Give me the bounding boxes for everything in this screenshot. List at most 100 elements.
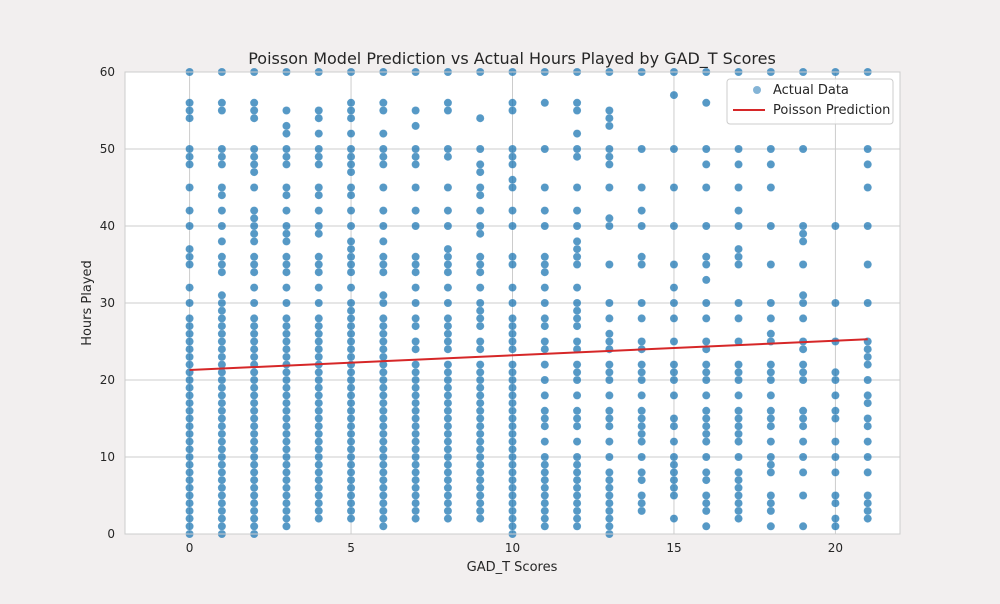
data-point [702, 144, 711, 154]
data-point-overlap [540, 499, 549, 508]
data-point [766, 298, 776, 308]
data-point-overlap [799, 299, 808, 307]
data-point-overlap [540, 222, 549, 230]
data-point [282, 121, 291, 131]
data-point [637, 360, 646, 369]
data-point-overlap [347, 322, 356, 331]
data-point [863, 468, 872, 477]
data-point [217, 98, 227, 108]
data-point-overlap [314, 129, 323, 138]
data-point-overlap [831, 222, 840, 230]
data-point-overlap [702, 506, 711, 515]
data-point-overlap [411, 299, 420, 307]
data-point [282, 283, 291, 292]
data-point-overlap [282, 399, 291, 408]
data-point-overlap [411, 160, 420, 169]
data-point-overlap [734, 145, 743, 153]
data-point-overlap [734, 206, 743, 215]
data-point-overlap [637, 360, 646, 369]
data-point-overlap [540, 491, 549, 500]
data-point-overlap [185, 106, 194, 115]
data-point [766, 406, 776, 415]
data-point [572, 183, 582, 192]
data-point-overlap [573, 206, 582, 215]
data-point-overlap [573, 406, 582, 415]
data-point [831, 468, 840, 477]
data-point-overlap [282, 429, 291, 438]
data-point [185, 98, 194, 108]
data-point-overlap [702, 422, 711, 431]
data-point [185, 144, 194, 154]
data-point-overlap [476, 399, 485, 408]
data-point [637, 491, 646, 500]
data-point-overlap [411, 368, 420, 377]
data-point-overlap [185, 453, 194, 461]
data-point-overlap [669, 337, 678, 346]
data-point-overlap [508, 414, 517, 423]
data-point-overlap [476, 453, 485, 461]
data-point-overlap [185, 245, 194, 254]
data-point-overlap [831, 437, 840, 446]
data-point-overlap [347, 145, 356, 153]
data-point-overlap [734, 499, 743, 508]
data-point-overlap [443, 499, 452, 508]
data-point-overlap [540, 337, 549, 346]
data-point [605, 260, 614, 269]
data-point [734, 244, 743, 254]
data-point-overlap [379, 222, 388, 230]
data-point-overlap [217, 468, 226, 477]
data-point-overlap [508, 283, 517, 292]
data-point-overlap [476, 299, 485, 307]
data-point-overlap [863, 499, 872, 508]
data-point-overlap [443, 183, 452, 192]
plot-border [124, 71, 901, 535]
data-point-overlap [669, 283, 678, 292]
data-point [669, 314, 679, 323]
data-point-overlap [217, 360, 226, 369]
data-point-overlap [314, 152, 323, 161]
data-point-overlap [766, 468, 775, 477]
data-point-overlap [282, 468, 291, 477]
data-point [185, 183, 194, 192]
data-point-overlap [282, 121, 291, 130]
data-point-overlap [605, 114, 614, 123]
data-point-overlap [185, 352, 194, 361]
data-point-overlap [669, 391, 678, 400]
data-point [605, 468, 614, 477]
data-point-overlap [379, 429, 388, 438]
data-point [637, 314, 646, 323]
data-point-overlap [443, 283, 452, 292]
data-point-overlap [250, 506, 259, 515]
data-point-overlap [347, 160, 356, 169]
data-point [669, 414, 679, 423]
data-point [637, 252, 646, 261]
data-point-overlap [217, 222, 226, 230]
data-point-overlap [411, 145, 420, 153]
data-point [863, 414, 872, 423]
data-point-overlap [573, 283, 582, 292]
data-point-overlap [637, 252, 646, 261]
data-point [669, 391, 679, 400]
data-point [798, 437, 808, 446]
data-point-overlap [605, 391, 614, 400]
data-point-overlap [250, 514, 259, 523]
data-point-overlap [250, 345, 259, 354]
data-point-overlap [314, 283, 323, 292]
data-point-overlap [508, 106, 517, 115]
data-point-overlap [573, 476, 582, 485]
data-point-overlap [217, 152, 226, 161]
data-point-overlap [508, 445, 517, 454]
data-point-overlap [411, 183, 420, 192]
data-point-overlap [250, 491, 259, 500]
data-point-overlap [863, 160, 872, 169]
data-point-overlap [508, 460, 517, 469]
data-point [314, 183, 323, 192]
data-point-overlap [250, 168, 259, 177]
data-point [669, 183, 679, 192]
data-point-overlap [347, 106, 356, 115]
data-point-overlap [185, 252, 194, 261]
data-point [766, 329, 776, 338]
legend-label-poisson-prediction: Poisson Prediction [773, 103, 890, 118]
data-point-overlap [605, 121, 614, 130]
data-point [669, 90, 679, 100]
